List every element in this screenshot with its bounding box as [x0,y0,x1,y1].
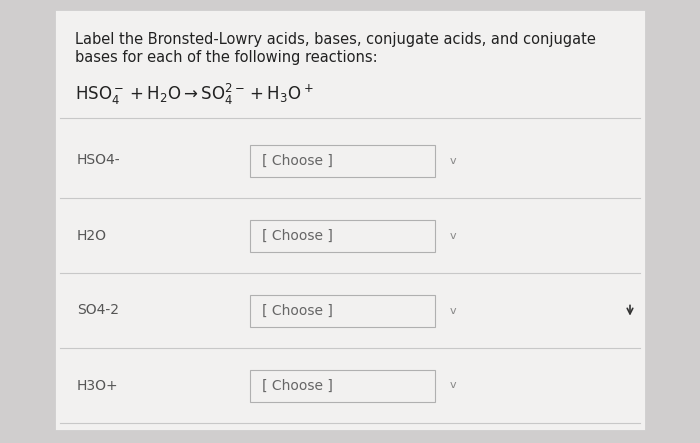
FancyBboxPatch shape [250,295,435,326]
FancyBboxPatch shape [250,144,435,176]
Text: SO4-2: SO4-2 [77,303,119,318]
Text: v: v [449,381,456,390]
Text: bases for each of the following reactions:: bases for each of the following reaction… [75,50,377,65]
FancyBboxPatch shape [250,369,435,401]
Text: v: v [449,230,456,241]
FancyBboxPatch shape [55,10,645,430]
Text: Label the Bronsted-Lowry acids, bases, conjugate acids, and conjugate: Label the Bronsted-Lowry acids, bases, c… [75,32,596,47]
Text: v: v [449,306,456,315]
Text: v: v [449,155,456,166]
Text: [ Choose ]: [ Choose ] [262,303,333,318]
Text: [ Choose ]: [ Choose ] [262,229,333,242]
Text: H3O+: H3O+ [77,378,118,392]
FancyBboxPatch shape [250,219,435,252]
Text: $\mathregular{HSO_4^- + H_2O \rightarrow SO_4^{2-} + H_3O^+}$: $\mathregular{HSO_4^- + H_2O \rightarrow… [75,82,314,107]
Text: H2O: H2O [77,229,107,242]
Text: [ Choose ]: [ Choose ] [262,378,333,392]
Text: [ Choose ]: [ Choose ] [262,154,333,167]
Text: HSO4-: HSO4- [77,154,120,167]
